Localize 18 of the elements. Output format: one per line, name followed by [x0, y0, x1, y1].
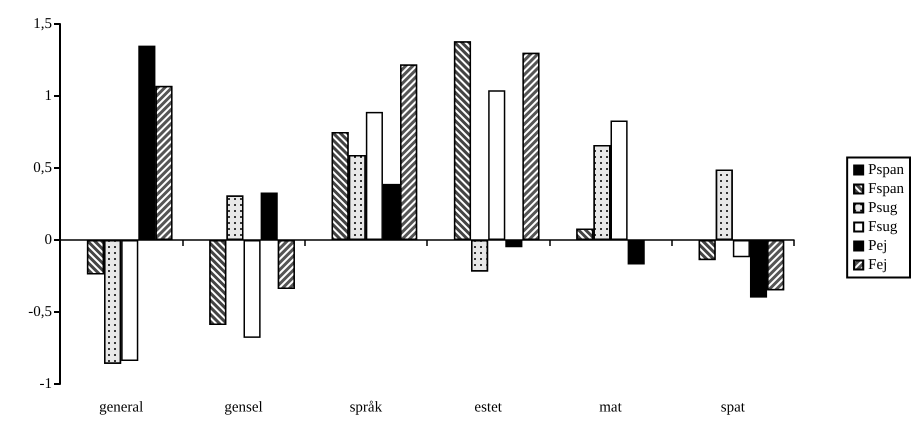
y-tick-label: 0: [44, 232, 52, 248]
x-tick-label: gensel: [224, 400, 263, 416]
y-tick-label: -0,5: [28, 304, 52, 320]
x-tick-label: språk: [350, 400, 383, 416]
x-tick-label: general: [99, 400, 144, 416]
legend-label: Fej: [868, 257, 888, 273]
legend-label: Fsug: [868, 219, 898, 235]
legend-label: Pspan: [868, 162, 904, 178]
x-tick-label: estet: [474, 400, 503, 416]
y-tick-label: 1: [44, 88, 52, 104]
y-tick-label: -1: [40, 376, 52, 392]
y-tick-label: 0,5: [33, 160, 52, 176]
x-tick-label: mat: [599, 400, 623, 416]
x-tick-label: spat: [720, 400, 746, 416]
legend-label: Psug: [868, 200, 898, 216]
y-tick-label: 1,5: [33, 16, 52, 32]
legend-label: Fspan: [868, 181, 904, 197]
legend-label: Pej: [868, 238, 888, 254]
